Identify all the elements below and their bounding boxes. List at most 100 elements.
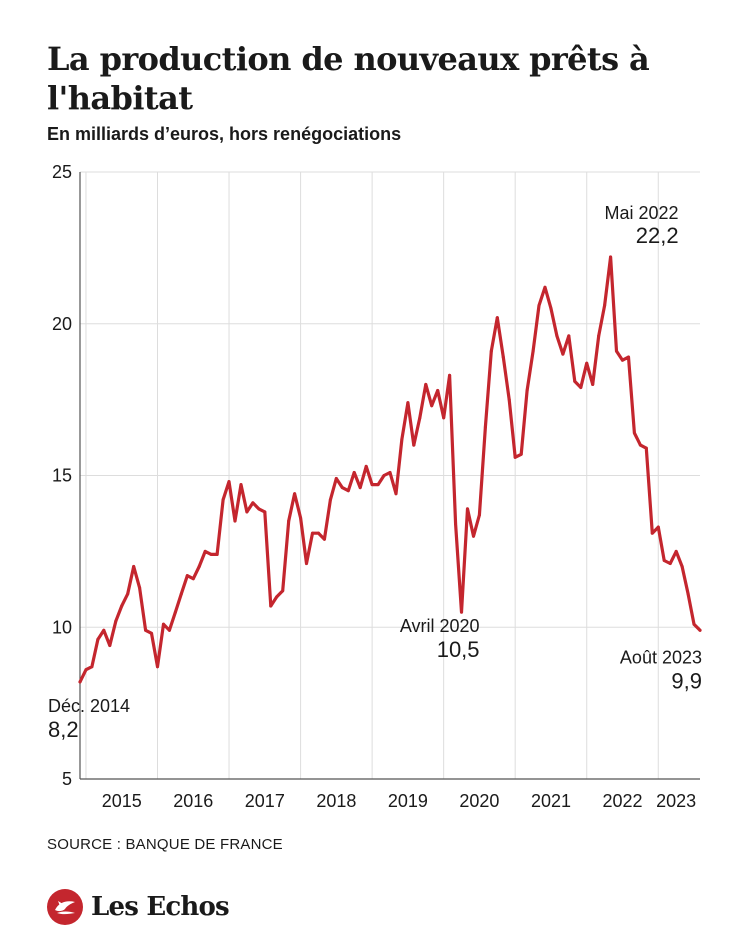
data-point: [191, 577, 195, 581]
data-point: [668, 562, 672, 566]
data-point: [400, 437, 404, 441]
data-point: [561, 352, 565, 356]
data-point: [501, 355, 505, 359]
data-point: [120, 604, 124, 608]
data-point: [418, 416, 422, 420]
data-point: [346, 489, 350, 493]
data-point: [84, 668, 88, 672]
data-point: [233, 519, 237, 523]
data-point: [597, 334, 601, 338]
data-point: [573, 379, 577, 383]
x-tick-label: 2022: [602, 791, 642, 811]
annotation-value: 10,5: [437, 637, 480, 662]
chart-series: [78, 255, 702, 684]
data-point: [114, 619, 118, 623]
data-point: [519, 452, 523, 456]
data-point: [412, 443, 416, 447]
chart-subtitle: En milliards d’euros, hors renégociation…: [47, 124, 402, 144]
annotation-value: 9,9: [671, 668, 702, 693]
data-point: [638, 443, 642, 447]
data-point: [90, 665, 94, 669]
annotation-label: Avril 2020: [400, 616, 480, 636]
data-point: [185, 574, 189, 578]
data-point: [692, 622, 696, 626]
x-tick-label: 2015: [102, 791, 142, 811]
data-point: [251, 501, 255, 505]
data-point: [167, 628, 171, 632]
data-point: [436, 389, 440, 393]
data-point: [644, 446, 648, 450]
data-point: [305, 562, 309, 566]
annotation-value: 22,2: [636, 223, 679, 248]
data-point: [281, 589, 285, 593]
data-point: [388, 470, 392, 474]
annotation-label: Déc. 2014: [48, 696, 130, 716]
data-point: [680, 565, 684, 569]
data-point: [328, 498, 332, 502]
data-point: [150, 631, 154, 635]
annotation-value: 8,2: [48, 717, 79, 742]
data-point: [466, 507, 469, 511]
data-point: [394, 492, 398, 496]
data-point: [102, 628, 106, 632]
data-point: [78, 680, 82, 684]
data-point: [179, 592, 183, 596]
data-point: [460, 610, 464, 614]
y-tick-label: 25: [52, 162, 72, 182]
line-chart: 5 10 15 20 25 2015 2016 2017 2018 2019 2020 2021 202…: [48, 162, 702, 811]
data-point: [132, 565, 136, 569]
data-point: [364, 464, 368, 468]
data-point: [650, 531, 654, 535]
data-point: [96, 637, 100, 641]
data-point: [555, 334, 559, 338]
data-point: [161, 622, 165, 626]
chart-grid: [80, 171, 700, 779]
data-point: [662, 558, 666, 562]
data-point: [591, 382, 595, 386]
annotation-label: Août 2023: [620, 647, 702, 667]
data-point: [621, 358, 624, 362]
data-point: [239, 483, 243, 487]
data-point: [263, 510, 267, 514]
y-tick-label: 5: [62, 769, 72, 789]
data-point: [382, 474, 386, 477]
data-point: [227, 480, 231, 484]
data-point: [543, 285, 547, 289]
data-point: [531, 349, 535, 353]
data-point: [221, 498, 225, 502]
x-tick-label: 2020: [459, 791, 499, 811]
data-point: [406, 401, 410, 405]
x-tick-label: 2016: [173, 791, 213, 811]
data-point: [424, 382, 428, 386]
data-point: [358, 486, 362, 490]
data-point: [215, 552, 219, 556]
data-point: [495, 316, 499, 320]
data-point: [525, 389, 529, 393]
data-point: [257, 507, 261, 511]
x-tick-label: 2023: [656, 791, 696, 811]
data-point: [615, 349, 619, 353]
data-point: [513, 455, 517, 459]
x-tick-label: 2017: [245, 791, 285, 811]
data-point: [674, 549, 678, 553]
data-point: [352, 470, 356, 474]
data-point: [430, 404, 434, 408]
data-point: [686, 592, 690, 596]
data-point: [609, 255, 613, 259]
x-tick-label: 2019: [388, 791, 428, 811]
data-point: [334, 477, 338, 481]
data-point: [626, 355, 630, 359]
data-point: [603, 304, 607, 308]
data-point: [197, 565, 201, 569]
data-point: [275, 595, 279, 599]
chart-title: La production de nouveaux prêts à l'habi…: [47, 40, 650, 117]
chart-axes: 5 10 15 20 25 2015 2016 2017 2018 2019 2020 2021 202…: [52, 162, 700, 811]
data-point: [138, 586, 142, 590]
data-point: [108, 643, 112, 647]
data-point: [293, 492, 297, 496]
series-line: [78, 255, 702, 684]
data-point: [203, 549, 207, 553]
data-point: [507, 398, 511, 402]
data-point: [156, 665, 159, 669]
data-point: [579, 385, 583, 389]
